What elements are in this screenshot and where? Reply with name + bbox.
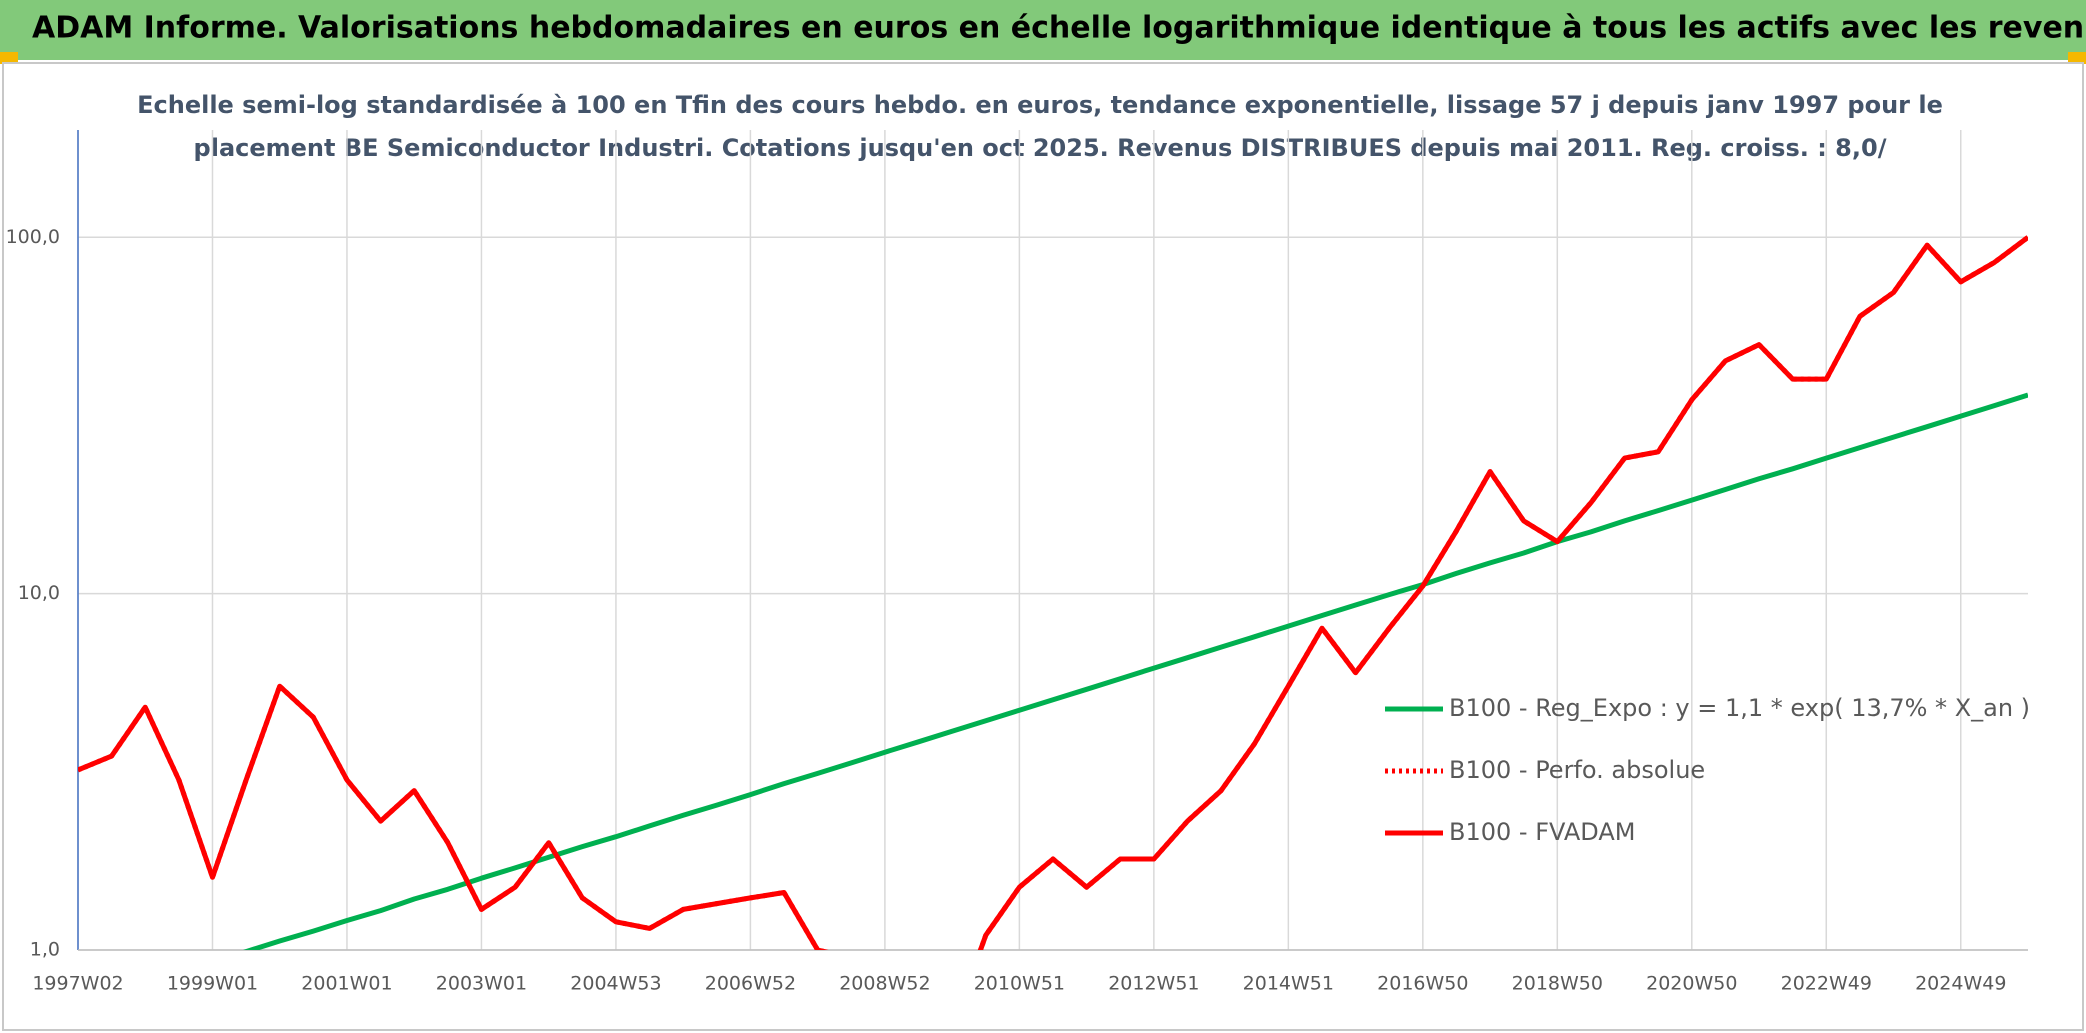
- x-tick-label: 2012W51: [1108, 973, 1199, 995]
- corner: [0, 52, 18, 64]
- x-tick-label: 1997W02: [32, 973, 123, 995]
- legend-label: B100 - Perfo. absolue: [1449, 756, 1705, 784]
- x-tick-label: 1999W01: [167, 973, 258, 995]
- banner-title: ADAM Informe. Valorisations hebdomadaire…: [32, 11, 2086, 46]
- corner: [2068, 52, 2086, 64]
- x-tick-label: 2018W50: [1512, 973, 1603, 995]
- x-tick-label: 2010W51: [974, 973, 1065, 995]
- legend-label: B100 - Reg_Expo : y = 1,1 * exp( 13,7% *…: [1449, 694, 2030, 722]
- x-tick-label: 2022W49: [1781, 973, 1872, 995]
- y-tick-label: 10,0: [18, 582, 60, 604]
- chart-title: placement BE Semiconductor Industri. Cot…: [194, 134, 1887, 162]
- banner: [0, 0, 2086, 60]
- x-tick-label: 2006W52: [705, 973, 796, 995]
- y-tick-label: 100,0: [6, 226, 60, 248]
- x-tick-label: 2004W53: [570, 973, 661, 995]
- x-tick-label: 2024W49: [1915, 973, 2006, 995]
- x-tick-label: 2003W01: [436, 973, 527, 995]
- x-tick-label: 2008W52: [839, 973, 930, 995]
- series-line: [78, 235, 2028, 950]
- x-tick-label: 2001W01: [301, 973, 392, 995]
- plot: [78, 235, 2028, 950]
- legend-label: B100 - FVADAM: [1449, 818, 1635, 846]
- x-tick-label: 2016W50: [1377, 973, 1468, 995]
- series-line: [243, 392, 2028, 950]
- x-tick-label: 2014W51: [1243, 973, 1334, 995]
- x-tick-label: 2020W50: [1646, 973, 1737, 995]
- y-tick-label: 1,0: [30, 939, 60, 961]
- frame: [2, 62, 2084, 1031]
- chart-title: Echelle semi-log standardisée à 100 en T…: [137, 91, 1943, 119]
